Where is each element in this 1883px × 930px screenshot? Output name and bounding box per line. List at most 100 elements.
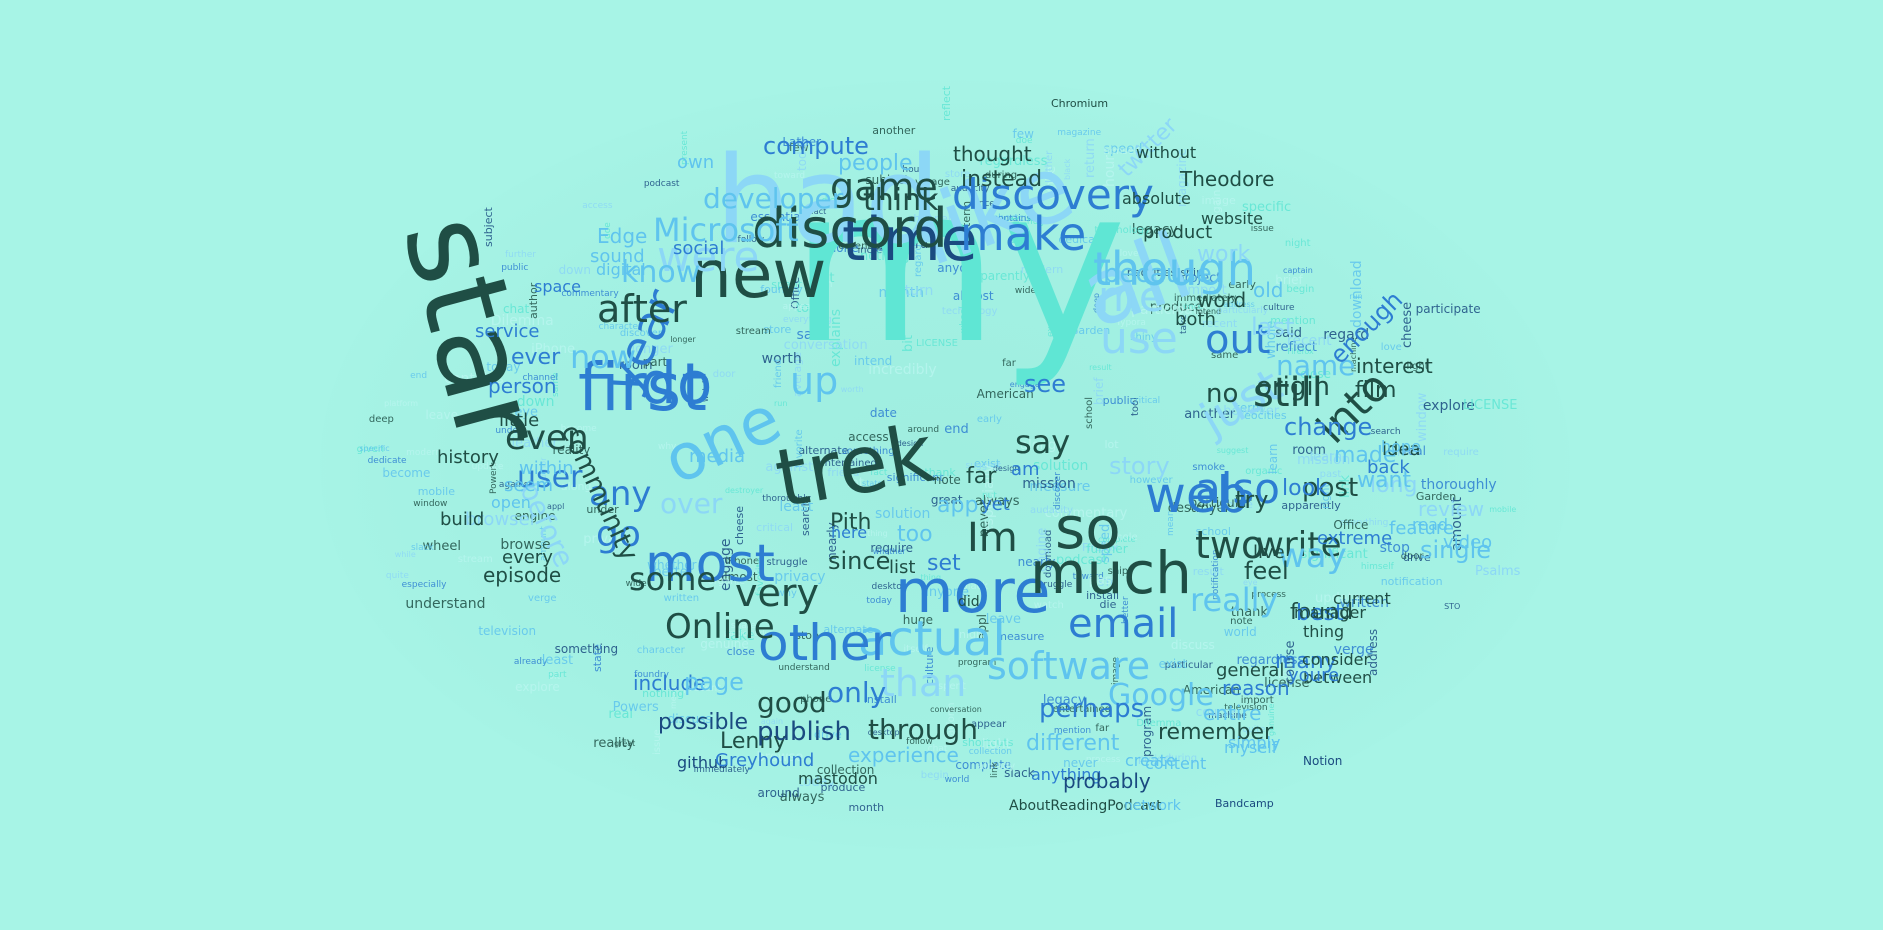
cloud-word: simply	[1228, 733, 1281, 753]
cloud-word: me	[1098, 272, 1165, 322]
cloud-word: measure	[1029, 479, 1091, 496]
cloud-word: everything	[783, 315, 832, 326]
cloud-word: produce	[820, 781, 866, 795]
cloud-word: commentary	[561, 289, 619, 300]
cloud-word: however	[1223, 404, 1280, 420]
cloud-word: Greyhound	[715, 749, 815, 771]
cloud-word: entertained	[818, 458, 877, 470]
cloud-word: Edge	[597, 224, 648, 248]
cloud-word: privacy	[583, 532, 631, 548]
cloud-word: once	[1183, 301, 1203, 311]
cloud-word: actual	[858, 610, 1006, 667]
cloud-word: license	[1264, 676, 1310, 692]
cloud-word: longer	[670, 335, 696, 345]
cloud-word: compute	[763, 131, 869, 160]
cloud-word: include	[633, 671, 706, 695]
cloud-word: thought	[953, 142, 1032, 166]
cloud-word: mission	[1022, 475, 1076, 492]
cloud-word: note	[933, 472, 961, 487]
cloud-word: real	[1403, 443, 1426, 458]
cloud-word: consider	[1302, 650, 1371, 670]
cloud-word: foundry	[760, 283, 803, 297]
cloud-word: essential	[838, 240, 884, 252]
cloud-word: itself	[903, 644, 928, 656]
cloud-word: Lather	[782, 135, 822, 150]
cloud-word: machine	[1208, 710, 1247, 721]
cloud-word: course	[1195, 704, 1236, 719]
cloud-word: last	[1251, 312, 1295, 341]
cloud-word: license	[864, 664, 896, 675]
cloud-word: thing	[1303, 622, 1345, 642]
cloud-word: tool	[796, 300, 821, 316]
cloud-word: install	[863, 693, 897, 707]
cloud-word: begin	[1286, 283, 1315, 295]
cloud-word: understand	[778, 662, 830, 673]
cloud-word: entire	[1203, 701, 1262, 725]
cloud-word: around	[907, 425, 940, 436]
cloud-word: github	[677, 753, 729, 773]
cloud-word: destroyer	[1167, 500, 1230, 516]
cloud-word: Psalms	[1475, 563, 1521, 579]
cloud-word: LICENSE	[915, 338, 958, 350]
cloud-word: ship	[1107, 566, 1129, 578]
cloud-word: watch	[1033, 600, 1064, 612]
cloud-word: great	[930, 493, 963, 508]
cloud-word: something	[554, 642, 619, 657]
cloud-word: further	[504, 250, 536, 261]
cloud-word: eye	[514, 404, 539, 420]
cloud-word: magazine	[1057, 128, 1102, 139]
cloud-word: die	[1099, 597, 1117, 611]
cloud-word: whole	[1108, 531, 1138, 543]
cloud-word: wheel	[422, 538, 461, 554]
cloud-word: had	[715, 132, 941, 271]
cloud-word: mobile	[1489, 505, 1517, 515]
cloud-word: particular	[1164, 659, 1213, 671]
cloud-word: die	[821, 196, 836, 207]
cloud-word: window	[413, 499, 448, 510]
cloud-word: channel	[522, 373, 559, 384]
cloud-word: always	[974, 494, 1020, 510]
cloud-word: far	[1002, 358, 1016, 370]
cloud-word: live	[1253, 541, 1285, 563]
cloud-word: see	[1024, 369, 1067, 398]
cloud-word: other	[758, 614, 892, 672]
cloud-word: intend	[1195, 307, 1222, 317]
cloud-word: under	[495, 426, 522, 437]
cloud-word: better	[653, 565, 694, 581]
cloud-word: little	[499, 409, 540, 431]
cloud-word: list	[889, 556, 916, 578]
cloud-word: thank	[924, 465, 956, 479]
cloud-word: people	[838, 151, 913, 177]
cloud-word: through	[868, 712, 979, 746]
cloud-word: part	[642, 354, 668, 369]
cloud-word: black	[961, 581, 988, 593]
cloud-word: never	[1063, 755, 1098, 770]
cloud-word: shiny	[1130, 332, 1157, 344]
cloud-word: collection	[816, 763, 875, 778]
cloud-word: discord	[752, 196, 948, 260]
cloud-word: STO	[1444, 602, 1461, 612]
cloud-word: particular	[1189, 496, 1252, 512]
cloud-word: take	[724, 627, 755, 644]
cloud-word: date	[869, 405, 897, 420]
cloud-word: whether	[872, 547, 906, 557]
cloud-word: store	[944, 169, 971, 181]
cloud-word: regardless	[979, 153, 1048, 169]
cloud-word: email	[1068, 601, 1179, 647]
cloud-word: along	[560, 479, 592, 493]
cloud-word: manager	[1294, 603, 1366, 623]
cloud-word: public	[501, 263, 529, 274]
cloud-word: extreme	[1317, 527, 1393, 549]
cloud-word: any	[589, 473, 652, 514]
cloud-word: game	[830, 164, 938, 209]
cloud-word: fact	[810, 207, 827, 217]
cloud-word: appear	[971, 718, 1007, 730]
cloud-word: regardless	[1236, 653, 1305, 669]
cloud-word: brief	[1275, 273, 1303, 288]
cloud-word: written	[663, 593, 700, 605]
cloud-word: good	[757, 685, 827, 719]
cloud-word: Online	[665, 606, 775, 647]
cloud-word: smoke	[1192, 462, 1225, 474]
cloud-word: podcast	[1056, 553, 1108, 569]
cloud-word: iPhone	[725, 556, 760, 568]
